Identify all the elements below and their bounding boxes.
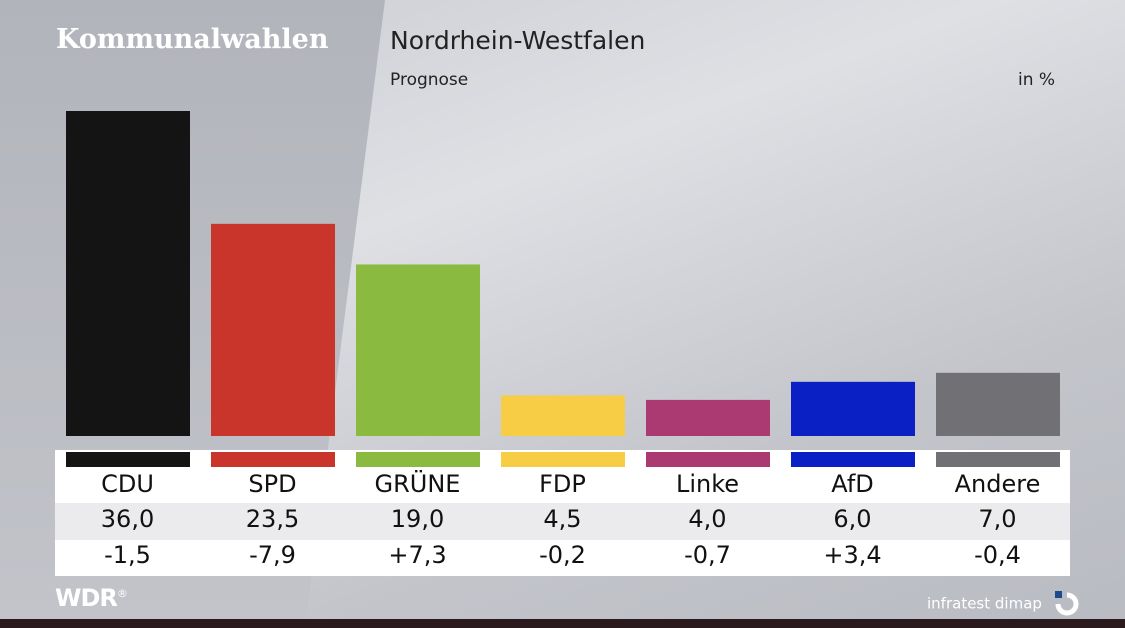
value-label: 4,0 [688, 505, 727, 533]
change-label: +3,4 [823, 541, 882, 569]
category-label: AfD [831, 470, 874, 498]
pollster-name: infratest dimap [927, 594, 1042, 613]
value-label: 6,0 [833, 505, 872, 533]
value-label: 23,5 [245, 505, 300, 533]
infratest-icon [1054, 591, 1079, 616]
values-row [55, 503, 1070, 540]
color-strip-grüne [356, 452, 480, 467]
color-strip-cdu [66, 452, 190, 467]
bar-fdp [501, 395, 625, 436]
color-strip-afd [791, 452, 915, 467]
change-label: -1,5 [104, 541, 151, 569]
unit-label: in % [1018, 70, 1056, 90]
chart-title: Nordrhein-Westfalen [390, 26, 646, 55]
color-strip-linke [646, 452, 770, 467]
value-label: 4,5 [543, 505, 582, 533]
wdr-logo: WDR® [55, 584, 128, 612]
color-strip-spd [211, 452, 335, 467]
category-label: FDP [539, 470, 586, 498]
category-label: Andere [954, 470, 1041, 498]
bar-grüne [356, 264, 480, 436]
bottom-bar [0, 619, 1125, 628]
change-label: -7,9 [249, 541, 296, 569]
color-strip-andere [936, 452, 1060, 467]
category-label: Linke [675, 470, 740, 498]
value-label: 7,0 [978, 505, 1017, 533]
infratest-dimap-logo: infratest dimap [927, 590, 1081, 618]
bar-linke [646, 399, 770, 436]
value-label: 19,0 [390, 505, 445, 533]
bar-spd [211, 223, 335, 436]
category-label: GRÜNE [374, 470, 461, 498]
value-label: 36,0 [100, 505, 155, 533]
bar-cdu [66, 111, 190, 436]
change-label: -0,2 [539, 541, 586, 569]
change-label: +7,3 [388, 541, 447, 569]
change-label: -0,4 [974, 541, 1021, 569]
chart-subtitle: Prognose [390, 70, 469, 90]
category-label: SPD [248, 470, 297, 498]
bar-afd [791, 381, 915, 436]
results-table [55, 450, 1070, 576]
bar-andere [936, 372, 1060, 436]
brand-title: Kommunalwahlen [56, 24, 329, 55]
category-label: CDU [101, 470, 154, 498]
color-strip-fdp [501, 452, 625, 467]
change-label: -0,7 [684, 541, 731, 569]
